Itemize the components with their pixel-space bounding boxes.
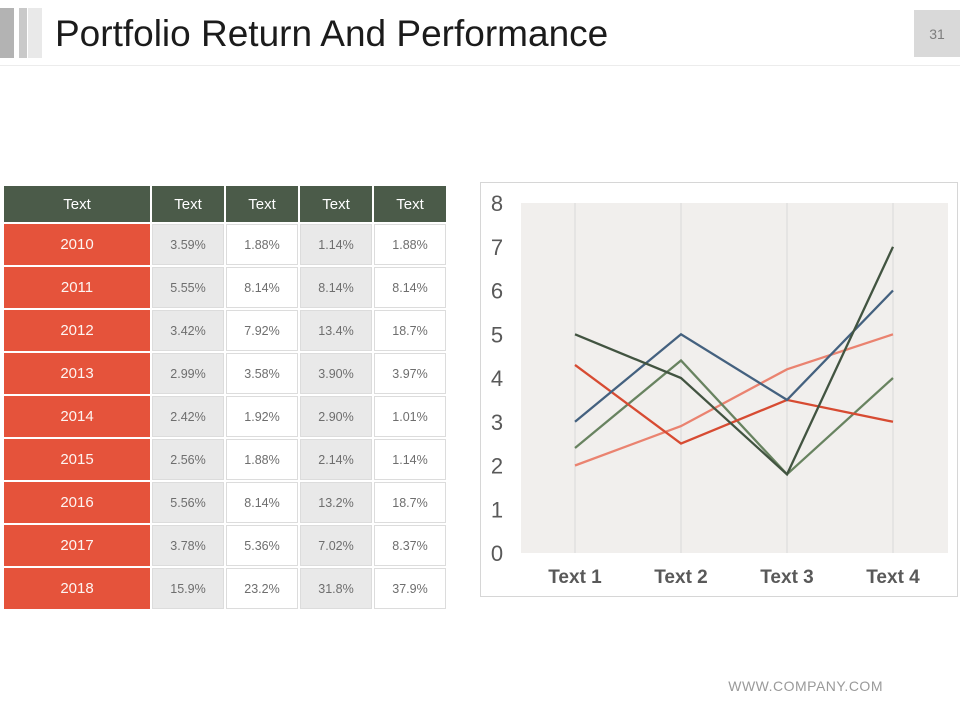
value-cell: 3.59% xyxy=(152,224,224,265)
chart-line-5 xyxy=(574,246,895,477)
value-cell: 2.14% xyxy=(300,439,372,480)
year-cell: 2017 xyxy=(4,525,150,566)
y-tick-label: 7 xyxy=(491,235,503,260)
y-tick-label: 4 xyxy=(491,366,503,391)
value-cell: 2.56% xyxy=(152,439,224,480)
line-chart: 0 1 2 3 4 5 6 7 8 Text 1 Text 2 Text 3 Text 4 xyxy=(480,182,958,597)
year-cell: 2016 xyxy=(4,482,150,523)
value-cell: 13.4% xyxy=(300,310,372,351)
slide-number-badge: 31 xyxy=(914,10,960,57)
value-cell: 7.92% xyxy=(226,310,298,351)
table-row: 2012 3.42% 7.92% 13.4% 18.7% xyxy=(4,310,446,351)
page-title: Portfolio Return And Performance xyxy=(55,13,609,54)
value-cell: 7.02% xyxy=(300,525,372,566)
value-cell: 31.8% xyxy=(300,568,372,609)
table-header-cell: Text xyxy=(300,186,372,222)
table-header-cell: Text xyxy=(374,186,446,222)
value-cell: 1.14% xyxy=(300,224,372,265)
value-cell: 2.42% xyxy=(152,396,224,437)
table-header-cell: Text xyxy=(152,186,224,222)
footer-website: WWW.COMPANY.COM xyxy=(728,678,883,694)
value-cell: 3.42% xyxy=(152,310,224,351)
table-header-cell: Text xyxy=(226,186,298,222)
header-accent-bar-dark xyxy=(0,8,14,58)
value-cell: 2.99% xyxy=(152,353,224,394)
year-cell: 2013 xyxy=(4,353,150,394)
value-cell: 8.14% xyxy=(226,267,298,308)
value-cell: 18.7% xyxy=(374,310,446,351)
x-category-label: Text 2 xyxy=(654,567,708,588)
value-cell: 3.97% xyxy=(374,353,446,394)
table-row: 2017 3.78% 5.36% 7.02% 8.37% xyxy=(4,525,446,566)
value-cell: 37.9% xyxy=(374,568,446,609)
y-tick-label: 3 xyxy=(491,410,503,435)
x-category-label: Text 4 xyxy=(866,567,920,588)
value-cell: 1.01% xyxy=(374,396,446,437)
table-row: 2014 2.42% 1.92% 2.90% 1.01% xyxy=(4,396,446,437)
x-category-label: Text 3 xyxy=(760,567,814,588)
value-cell: 18.7% xyxy=(374,482,446,523)
value-cell: 1.88% xyxy=(226,224,298,265)
year-cell: 2010 xyxy=(4,224,150,265)
value-cell: 1.88% xyxy=(374,224,446,265)
y-tick-label: 2 xyxy=(491,454,503,479)
chart-line-3 xyxy=(574,363,894,445)
year-cell: 2014 xyxy=(4,396,150,437)
year-cell: 2011 xyxy=(4,267,150,308)
year-cell: 2018 xyxy=(4,568,150,609)
header-accent-bar-light xyxy=(28,8,42,58)
y-tick-label: 5 xyxy=(491,322,503,347)
table-header-row: Text Text Text Text Text xyxy=(4,186,446,222)
value-cell: 5.56% xyxy=(152,482,224,523)
value-cell: 1.88% xyxy=(226,439,298,480)
table-row: 2013 2.99% 3.58% 3.90% 3.97% xyxy=(4,353,446,394)
x-category-label: Text 1 xyxy=(548,567,602,588)
value-cell: 23.2% xyxy=(226,568,298,609)
y-tick-label: 8 xyxy=(491,191,503,216)
value-cell: 3.90% xyxy=(300,353,372,394)
chart-line-1 xyxy=(574,333,894,467)
table-row: 2015 2.56% 1.88% 2.14% 1.14% xyxy=(4,439,446,480)
table-row: 2018 15.9% 23.2% 31.8% 37.9% xyxy=(4,568,446,609)
table-row: 2010 3.59% 1.88% 1.14% 1.88% xyxy=(4,224,446,265)
value-cell: 13.2% xyxy=(300,482,372,523)
table-header-cell: Text xyxy=(4,186,150,222)
value-cell: 8.14% xyxy=(374,267,446,308)
header-accent-bar-medium xyxy=(19,8,27,58)
y-tick-label: 6 xyxy=(491,279,503,304)
y-tick-label: 0 xyxy=(491,541,503,566)
value-cell: 2.90% xyxy=(300,396,372,437)
value-cell: 8.14% xyxy=(226,482,298,523)
table-row: 2011 5.55% 8.14% 8.14% 8.14% xyxy=(4,267,446,308)
value-cell: 8.37% xyxy=(374,525,446,566)
value-cell: 8.14% xyxy=(300,267,372,308)
header-divider xyxy=(0,65,960,66)
value-cell: 1.92% xyxy=(226,396,298,437)
year-cell: 2015 xyxy=(4,439,150,480)
table-row: 2016 5.56% 8.14% 13.2% 18.7% xyxy=(4,482,446,523)
value-cell: 15.9% xyxy=(152,568,224,609)
chart-line-4 xyxy=(574,289,894,423)
year-cell: 2012 xyxy=(4,310,150,351)
line-chart-canvas: 0 1 2 3 4 5 6 7 8 Text 1 Text 2 Text 3 Text 4 xyxy=(491,191,948,588)
y-tick-label: 1 xyxy=(491,497,503,522)
plot-area xyxy=(521,203,948,553)
value-cell: 3.78% xyxy=(152,525,224,566)
value-cell: 3.58% xyxy=(226,353,298,394)
value-cell: 1.14% xyxy=(374,439,446,480)
portfolio-table: Text Text Text Text Text 2010 3.59% 1.88% 1.14%… xyxy=(2,184,448,611)
value-cell: 5.55% xyxy=(152,267,224,308)
value-cell: 5.36% xyxy=(226,525,298,566)
